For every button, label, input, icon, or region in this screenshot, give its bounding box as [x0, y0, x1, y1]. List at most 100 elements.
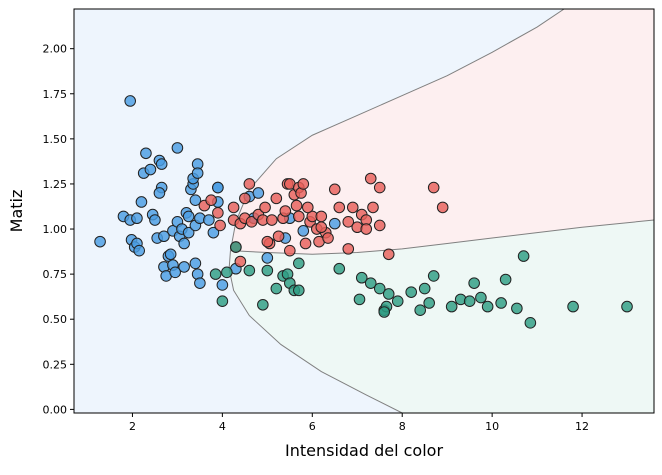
point-class-2 [423, 297, 435, 309]
point-class-0 [182, 226, 195, 239]
point-class-0 [252, 187, 265, 199]
point-class-2 [475, 291, 487, 304]
y-tick-label: 0.25 [43, 358, 68, 371]
data-points [94, 95, 633, 329]
x-tick-label: 6 [309, 420, 316, 433]
point-class-2 [355, 271, 368, 284]
x-tick-label: 12 [575, 420, 589, 433]
point-class-2 [333, 262, 346, 275]
point-class-0 [189, 257, 202, 270]
point-class-1 [346, 201, 359, 214]
point-class-2 [221, 266, 233, 279]
point-class-0 [133, 244, 145, 257]
point-class-0 [178, 237, 190, 250]
x-axis-ticks: 2 4 6 8 10 12 [129, 413, 589, 433]
point-class-1 [342, 216, 355, 228]
point-class-2 [382, 288, 395, 300]
point-class-1 [245, 216, 258, 228]
point-class-1 [315, 221, 328, 234]
point-class-2 [293, 284, 305, 297]
y-tick-label: 1.50 [43, 133, 68, 146]
point-class-0 [194, 277, 206, 289]
point-class-2 [499, 273, 512, 286]
point-class-0 [153, 187, 166, 199]
point-class-1 [227, 201, 240, 214]
point-class-2 [517, 250, 530, 262]
point-class-2 [495, 297, 507, 309]
plot-frame [73, 8, 655, 414]
x-tick-label: 2 [129, 420, 136, 433]
y-tick-label: 0.00 [43, 403, 68, 416]
x-tick-label: 8 [399, 420, 406, 433]
point-class-0 [189, 194, 202, 206]
point-class-1 [266, 214, 278, 226]
point-class-0 [171, 142, 184, 154]
point-class-1 [427, 181, 440, 194]
point-class-1 [373, 181, 386, 194]
point-class-1 [299, 237, 312, 250]
point-class-1 [205, 194, 217, 206]
point-class-1 [290, 199, 303, 212]
point-class-0 [207, 226, 220, 239]
point-class-0 [169, 266, 181, 279]
point-class-1 [322, 232, 334, 244]
point-class-2 [468, 277, 480, 289]
point-class-2 [230, 241, 242, 253]
point-class-2 [364, 277, 377, 289]
point-class-0 [158, 230, 170, 243]
point-class-1 [212, 207, 224, 219]
point-class-1 [328, 183, 341, 196]
point-class-0 [135, 196, 148, 208]
point-class-0 [178, 261, 190, 273]
x-tick-label: 10 [485, 420, 499, 433]
point-class-2 [243, 264, 256, 277]
point-class-1 [373, 219, 386, 232]
point-class-1 [342, 243, 355, 255]
y-axis-ticks: 0.00 0.25 0.50 0.75 1.00 1.25 1.50 1.75 2.00 [43, 43, 74, 416]
y-tick-label: 2.00 [43, 43, 68, 56]
decision-regions [74, 9, 654, 413]
point-class-1 [382, 248, 395, 261]
point-class-0 [261, 252, 274, 264]
point-class-1 [293, 210, 305, 223]
point-class-2 [216, 295, 229, 307]
point-class-2 [463, 295, 476, 307]
point-class-0 [297, 225, 310, 237]
point-class-2 [567, 300, 579, 313]
point-class-1 [270, 192, 283, 205]
x-axis-label: Intensidad del color [285, 441, 443, 460]
point-class-1 [360, 223, 373, 235]
y-tick-label: 0.75 [43, 268, 68, 281]
point-class-1 [364, 172, 377, 185]
point-class-0 [94, 235, 106, 248]
point-class-0 [124, 95, 137, 107]
point-class-2 [353, 293, 366, 306]
point-class-0 [155, 158, 168, 170]
point-class-2 [378, 306, 391, 318]
point-class-0 [212, 181, 224, 194]
point-class-1 [234, 255, 247, 268]
point-class-0 [140, 147, 152, 160]
point-class-0 [149, 214, 161, 226]
point-class-2 [511, 302, 523, 315]
point-class-2 [427, 270, 440, 282]
point-class-2 [373, 282, 386, 295]
point-class-1 [315, 210, 328, 223]
point-class-1 [214, 219, 226, 232]
y-tick-label: 0.50 [43, 313, 68, 326]
point-class-2 [445, 300, 458, 313]
point-class-1 [297, 178, 310, 190]
x-tick-label: 4 [219, 420, 226, 433]
point-class-2 [261, 264, 274, 277]
point-class-1 [367, 201, 379, 214]
point-class-0 [131, 212, 143, 225]
point-class-2 [481, 300, 494, 313]
y-tick-label: 1.75 [43, 88, 68, 101]
point-class-1 [272, 230, 285, 243]
point-class-1 [279, 205, 292, 217]
point-class-1 [436, 201, 449, 214]
point-class-2 [293, 257, 305, 270]
y-tick-label: 1.00 [43, 223, 68, 236]
point-class-1 [259, 201, 271, 214]
